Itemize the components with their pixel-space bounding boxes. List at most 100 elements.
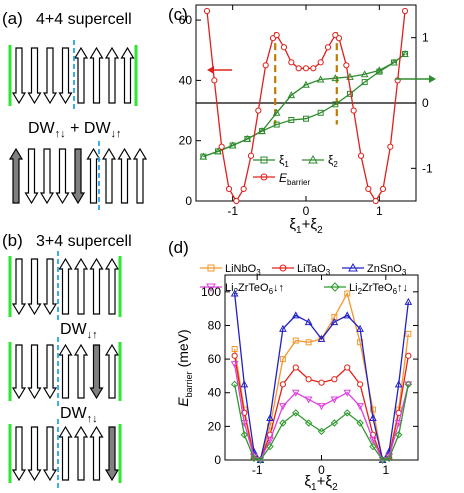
legend-ebarrier-sub: barrier [287,178,310,187]
legend-li2zrteo6-ud-sub: 2 [358,287,363,296]
polarization-down-arrow-icon [70,148,86,205]
li2zrteo6-du-line [234,364,409,461]
svg-text:Li2ZrTeO6↑↓: Li2ZrTeO6↑↓ [349,282,408,296]
xi2-point [316,75,325,83]
x-tick-label: -1 [252,463,263,477]
litao3-line [234,355,409,461]
xi2-point [331,74,340,82]
y-tick-label: 20 [208,419,222,433]
polarization-up-arrow-icon [101,147,117,204]
znsno3-point [230,289,239,297]
li2zrteo6-du-point [343,389,352,397]
ebarrier-point [211,77,218,84]
znsno3-point [266,413,274,421]
polarization-up-arrow-icon [132,147,148,204]
polarization-down-arrow-icon [42,258,58,316]
panel-d-ylabel-unit: (meV) [175,329,191,371]
li2zrteo6-du-point [240,420,249,428]
polarization-down-arrow-icon [24,148,39,205]
legend-linbo3: LiNbO3 [200,263,261,277]
litao3-point [318,379,325,386]
svg-text:LiTaO3: LiTaO3 [297,263,331,277]
xi1-point [332,101,339,108]
polarization-down-arrow-icon [104,426,120,482]
right-axis-indicator-arrow-icon [395,75,436,83]
li2zrteo6-ud-point [385,454,393,463]
y-right-tick-label: 1 [422,31,429,45]
panel-d-x-axis-label: ξ1+ξ2 [304,473,338,493]
ebarrier-point [247,152,255,159]
li2zrteo6-ud-point [394,431,403,439]
y-right-tick-label: -1 [422,161,433,175]
li2zrteo6-du-point [356,403,364,411]
polarization-up-arrow-icon [120,46,135,104]
ebarrier-point [357,152,365,159]
panel-c-xlabel-sub1: 1 [296,225,302,236]
panel-d-y-axis-label: Ebarrier (meV) [175,329,194,406]
xi2-point [228,141,237,149]
ebarrier-point [343,62,350,69]
znsno3-point [343,311,352,319]
legend-li2zrteo6-up-down: Li2ZrTeO6↑↓ [324,282,408,296]
legend-ebarrier: Ebarrier [253,171,310,187]
li2zrteo6-du-point [304,396,313,404]
svg-text:ξ2: ξ2 [328,153,338,169]
legend-znsno3-name: ZnSnO [367,263,402,275]
xi1-point [288,116,295,123]
ebarrier-point [273,32,280,39]
panel-c-xlabel-sub2: 2 [317,225,323,236]
panel-b: (b) 3+4 supercell DW↓↑ DW↑↓ [2,231,132,488]
panel-d-plot-frame [224,274,419,461]
li2zrteo6-du-point [266,436,274,444]
polarization-up-arrow-icon [104,46,120,104]
ebarrier-point [310,65,317,72]
znsno3-point [394,380,403,388]
litao3-point [331,376,338,383]
y-tick-label: 80 [208,318,222,332]
linbo3-point [344,290,351,297]
panel-b-domain-wall-row-1 [8,337,122,406]
linbo3-point [369,406,376,413]
polarization-up-arrow-icon [89,257,104,315]
li2zrteo6-ud-point [250,454,258,463]
znsno3-point [404,297,413,305]
legend-linbo3-sub: 3 [256,268,261,277]
y-right-tick-label: 0 [422,96,429,110]
panel-b-dw-sub-2: ↑↓ [87,413,98,425]
znsno3-point [304,318,313,326]
polarization-up-arrow-icon [73,46,89,104]
ebarrier-point [335,35,343,42]
panel-d-legend: LiNbO3 LiTaO3 ZnSnO 3 [200,262,408,296]
panel-d-ylabel-main: E [175,397,191,407]
panel-d-marks [230,289,413,465]
legend-li2zrteo6-du-sub2: 6 [269,287,274,296]
li2zrteo6-du-point [394,420,403,428]
panel-b-title: 3+4 supercell [36,233,132,250]
ebarrier-point [372,197,379,205]
li2zrteo6-du-point [330,396,339,404]
xi1-point [361,79,368,86]
xi2-point [287,91,296,99]
panel-c-xlabel-main: ξ [289,216,296,233]
ebarrier-point [324,44,332,51]
xi1-point [303,115,309,122]
xi2-point [199,152,208,160]
legend-linbo3-name: LiNbO [225,263,257,275]
polarization-down-arrow-icon [39,148,55,205]
x-tick-label: 0 [303,204,310,218]
panel-a-supercell-row [8,40,138,111]
polarization-down-arrow-icon [27,47,42,105]
xi2-line [203,53,406,158]
svg-text:Ebarrier: Ebarrier [279,171,310,187]
polarization-up-arrow-icon [58,425,73,481]
panel-b-dw-label-2: DW↑↓ [60,405,98,425]
linbo3-point [292,337,299,344]
li2zrteo6-ud-point [230,380,239,389]
li2zrteo6-ud-point [304,419,313,427]
legend-li2zrteo6-du-name: Li [225,282,234,294]
znsno3-point [369,413,377,421]
panel-a-dw-sub-2: ↓↑ [111,128,122,140]
panel-a-dw-sub-1: ↑↓ [55,128,66,140]
